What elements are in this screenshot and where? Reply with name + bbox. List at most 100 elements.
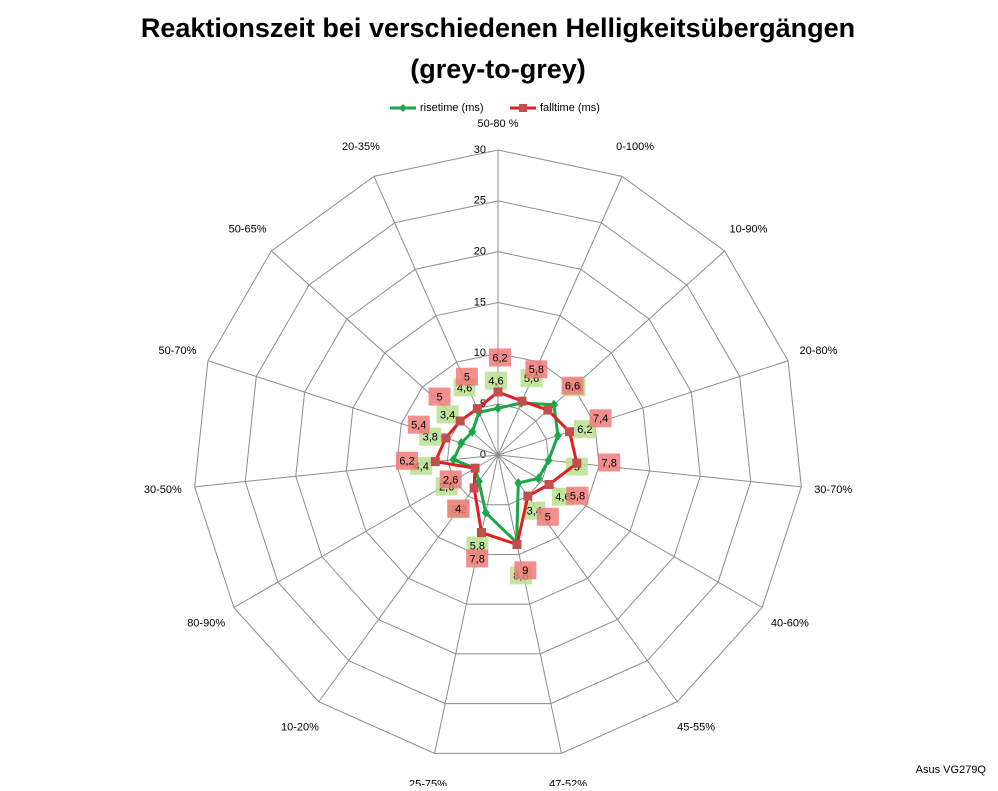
marker: [494, 403, 502, 414]
value-labels: 4,65,67,46,254,63,48,85,83,22,64,43,83,4…: [395, 348, 621, 585]
r-tick-label: 25: [474, 195, 486, 207]
value-label-box: [561, 376, 584, 395]
category-label: 0-100%: [616, 141, 654, 153]
value-label-box: [489, 348, 511, 367]
value-label: 6,2: [577, 424, 592, 436]
grid-ring: [295, 251, 701, 655]
value-label: 7,8: [602, 457, 617, 469]
marker: [493, 387, 503, 397]
marker: [534, 473, 543, 484]
value-label: 3,8: [423, 432, 438, 444]
chart-title: (grey-to-grey): [410, 54, 586, 84]
value-label: 6,2: [492, 352, 507, 364]
grid-ring: [345, 301, 651, 605]
category-label: 50-70%: [159, 345, 197, 357]
spoke: [497, 360, 789, 456]
value-label-box: [485, 371, 507, 390]
value-label: 5: [436, 391, 442, 403]
marker: [455, 416, 465, 426]
marker: [514, 477, 523, 488]
spoke: [497, 454, 562, 754]
marker: [441, 433, 451, 443]
category-label: 10-20%: [281, 722, 319, 734]
category-label: 40-60%: [771, 617, 809, 629]
marker: [523, 491, 533, 501]
marker: [565, 427, 575, 437]
spoke: [497, 250, 725, 456]
marker: [470, 463, 480, 473]
legend-label: falltime (ms): [540, 102, 600, 114]
value-label: 9: [522, 565, 528, 577]
value-label-box: [536, 507, 559, 526]
legend-marker: [399, 104, 407, 112]
value-label: 6,2: [399, 456, 414, 468]
value-label: 5,8: [529, 364, 544, 376]
spoke: [434, 454, 499, 754]
value-label-box: [525, 360, 548, 379]
r-tick-label: 20: [474, 246, 486, 258]
value-label-box: [447, 499, 470, 518]
marker: [430, 457, 440, 467]
marker: [572, 458, 582, 468]
marker: [517, 396, 527, 406]
marker: [457, 438, 466, 449]
value-label-box: [598, 453, 621, 472]
grid-ring: [396, 352, 600, 555]
spoke: [194, 454, 499, 488]
r-tick-label: 15: [474, 296, 486, 308]
value-label: 6,6: [565, 381, 580, 393]
marker: [469, 483, 479, 493]
legend-label: risetime (ms): [420, 102, 484, 114]
value-label: 4,6: [488, 376, 503, 388]
series-line: [433, 390, 579, 547]
r-tick-label: 30: [474, 144, 486, 156]
category-label: 47-52%: [549, 779, 587, 786]
value-label-box: [395, 451, 418, 470]
category-label: 50-65%: [229, 223, 267, 235]
value-label-box: [466, 549, 489, 568]
category-label: 20-80%: [800, 345, 838, 357]
value-label-box: [514, 561, 537, 580]
value-label-box: [439, 470, 462, 489]
grid-ring: [194, 149, 802, 754]
value-label: 5,8: [570, 491, 585, 503]
value-label-box: [566, 486, 589, 505]
category-label: 10-90%: [729, 223, 767, 235]
legend-marker: [519, 104, 527, 112]
grid-ring: [244, 200, 752, 705]
value-label: 4: [455, 503, 461, 515]
value-label-box: [589, 409, 612, 428]
value-label: 3,4: [527, 506, 542, 518]
grid-ring: [446, 403, 550, 506]
value-label-box: [455, 367, 478, 386]
category-label: 50-80 %: [478, 118, 519, 130]
spoke: [497, 454, 763, 608]
marker: [544, 455, 553, 466]
category-label: 30-70%: [814, 484, 852, 496]
marker: [477, 528, 487, 538]
marker: [544, 479, 554, 489]
category-label: 30-50%: [144, 484, 182, 496]
value-label: 5: [545, 512, 551, 524]
marker: [472, 404, 482, 414]
value-label: 5: [464, 372, 470, 384]
marker: [481, 507, 490, 518]
spoke: [497, 176, 623, 456]
value-label: 5,4: [411, 420, 426, 432]
r-tick-label: 10: [474, 347, 486, 359]
value-label-box: [436, 405, 459, 424]
value-label: 2,6: [443, 474, 458, 486]
category-label: 45-55%: [677, 722, 715, 734]
annotation: Asus VG279Q: [916, 764, 987, 776]
value-label-box: [407, 415, 430, 434]
marker: [543, 405, 553, 415]
value-label: 3,4: [440, 409, 455, 421]
marker: [468, 426, 477, 437]
category-label: 80-90%: [187, 617, 225, 629]
chart-title: Reaktionszeit bei verschiedenen Helligke…: [141, 13, 855, 43]
spoke: [318, 454, 499, 703]
marker: [512, 540, 522, 550]
value-label-box: [428, 387, 451, 406]
category-label: 20-35%: [342, 141, 380, 153]
